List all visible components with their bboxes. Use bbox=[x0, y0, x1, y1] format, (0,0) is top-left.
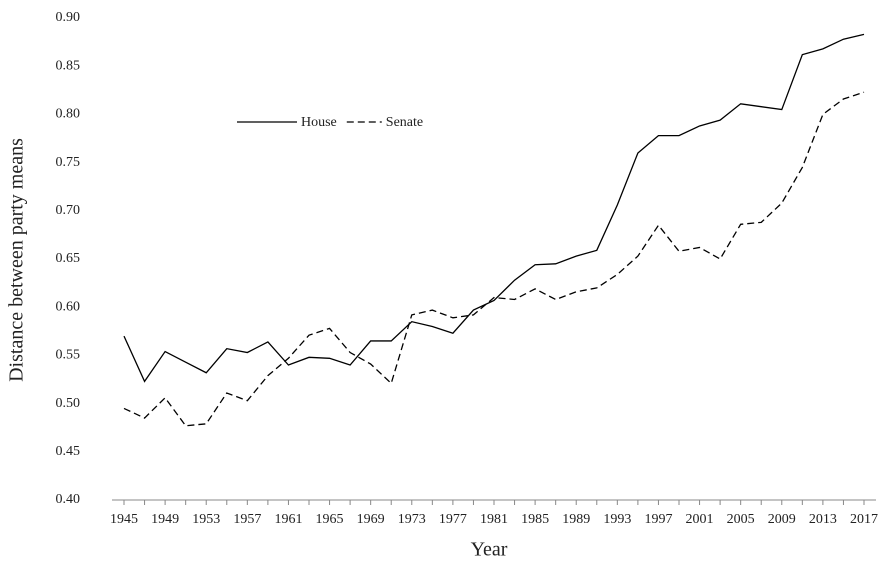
y-tick-label: 0.85 bbox=[56, 58, 81, 73]
y-tick-label: 0.75 bbox=[56, 155, 81, 170]
y-tick-label: 0.90 bbox=[56, 10, 81, 25]
x-tick-label: 1985 bbox=[521, 512, 549, 527]
x-tick-label: 2005 bbox=[727, 512, 755, 527]
x-tick-label: 2017 bbox=[850, 512, 878, 527]
y-tick-label: 0.65 bbox=[56, 251, 81, 266]
legend-label: Senate bbox=[386, 115, 423, 130]
x-tick-label: 2009 bbox=[768, 512, 796, 527]
y-tick-label: 0.50 bbox=[56, 396, 81, 411]
legend-label: House bbox=[301, 115, 337, 130]
x-axis-title: Year bbox=[471, 539, 508, 561]
x-tick-label: 2001 bbox=[686, 512, 714, 527]
x-tick-label: 1957 bbox=[233, 512, 261, 527]
x-tick-label: 1993 bbox=[603, 512, 631, 527]
x-tick-label: 1949 bbox=[151, 512, 179, 527]
y-tick-label: 0.45 bbox=[56, 444, 81, 459]
x-tick-label: 2013 bbox=[809, 512, 837, 527]
x-tick-label: 1965 bbox=[316, 512, 344, 527]
y-tick-label: 0.60 bbox=[56, 299, 81, 314]
line-house bbox=[123, 33, 865, 383]
x-tick-label: 1977 bbox=[439, 512, 467, 527]
x-tick-label: 1989 bbox=[562, 512, 590, 527]
y-tick-label: 0.40 bbox=[56, 492, 81, 507]
x-tick-label: 1961 bbox=[274, 512, 302, 527]
y-axis-title: Distance between party means bbox=[6, 138, 28, 382]
y-tick-label: 0.70 bbox=[56, 203, 81, 218]
line-senate bbox=[123, 91, 865, 427]
x-tick-label: 1953 bbox=[192, 512, 220, 527]
x-tick-label: 1945 bbox=[110, 512, 138, 527]
x-tick-label: 1981 bbox=[480, 512, 508, 527]
y-tick-label: 0.80 bbox=[56, 107, 81, 122]
x-tick-label: 1997 bbox=[644, 512, 672, 527]
x-tick-label: 1973 bbox=[398, 512, 426, 527]
y-tick-label: 0.55 bbox=[56, 348, 81, 363]
x-tick-label: 1969 bbox=[357, 512, 385, 527]
